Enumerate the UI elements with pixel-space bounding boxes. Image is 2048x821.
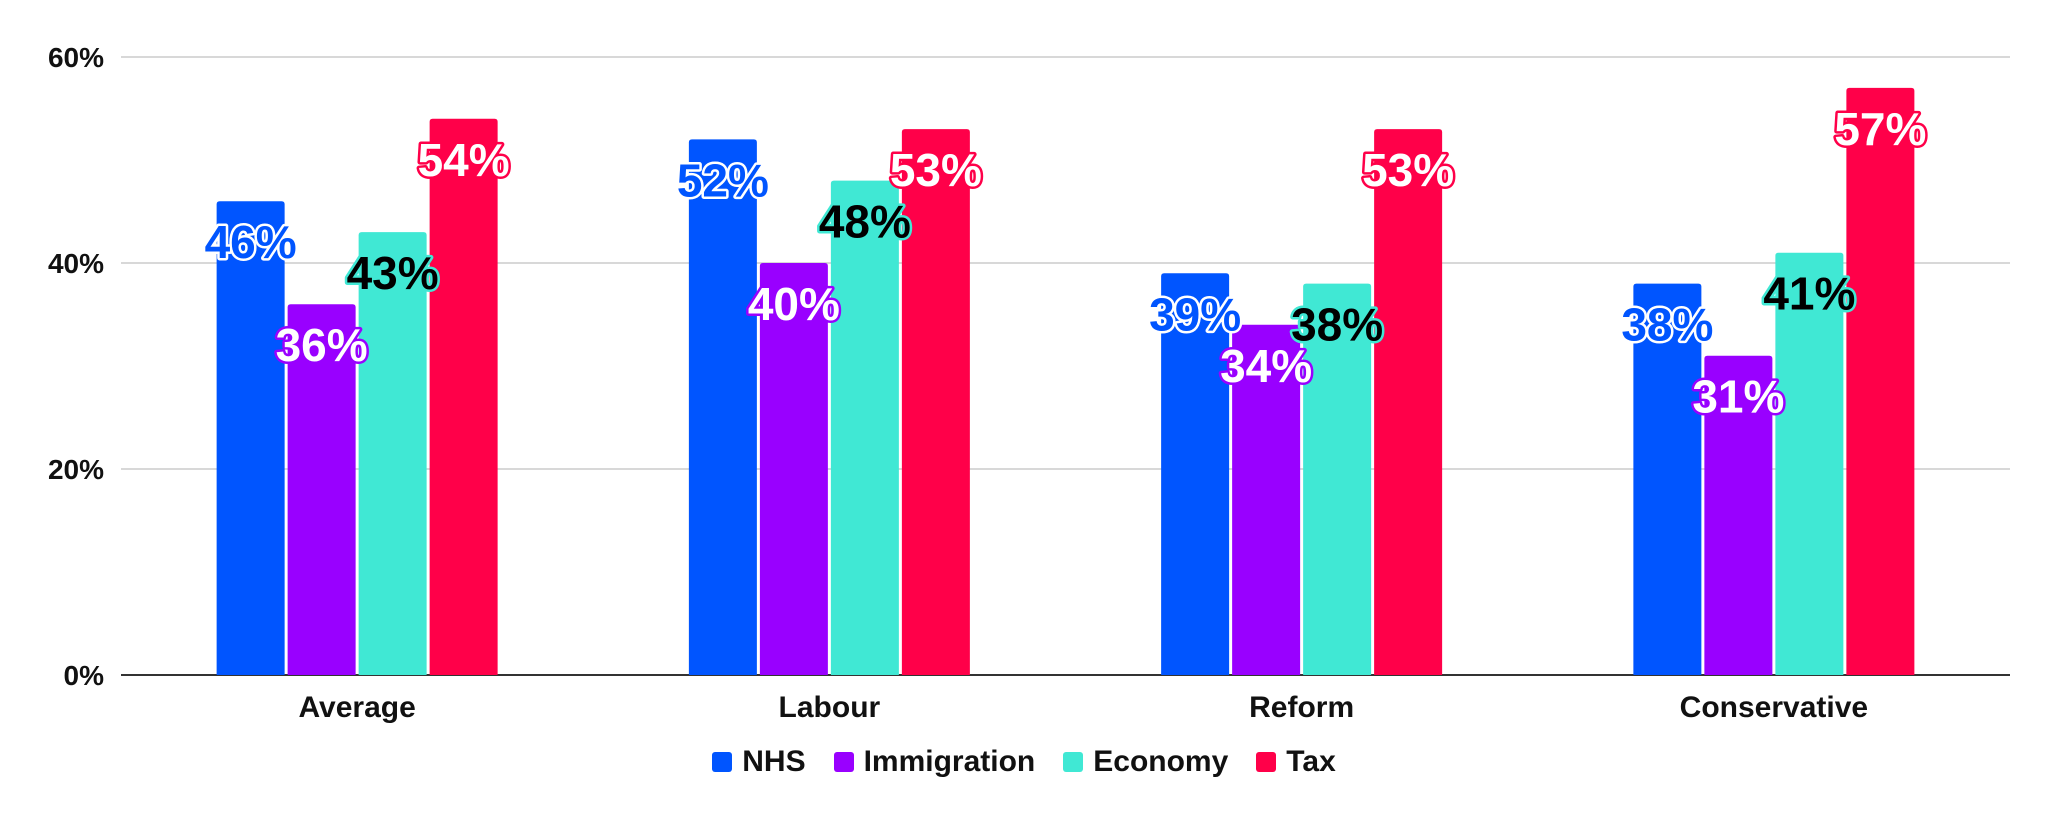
legend-swatch: [833, 752, 854, 772]
bar-tax-conservative: [1846, 87, 1915, 675]
bar-economy-labour: [830, 180, 899, 675]
data-label-immigration-conservative: 31%: [1692, 371, 1784, 423]
data-label-nhs-average: 46%: [205, 216, 297, 268]
data-label-nhs-labour: 52%: [677, 154, 769, 206]
legend-item-immigration: Immigration: [833, 745, 1036, 779]
legend-label: Tax: [1286, 745, 1336, 778]
x-category-label: Average: [298, 691, 415, 724]
y-tick-label: 20%: [48, 454, 104, 485]
legend-item-tax: Tax: [1256, 745, 1336, 779]
bars: [216, 87, 1915, 676]
bar-tax-reform: [1374, 129, 1443, 676]
data-label-tax-reform: 53%: [1362, 144, 1454, 196]
x-category-label: Labour: [779, 691, 881, 724]
bar-tax-labour: [901, 129, 970, 676]
bar-nhs-reform: [1161, 273, 1230, 675]
legend-item-nhs: NHS: [712, 745, 806, 779]
y-axis-ticks: 0% 20% 40% 60%: [48, 42, 104, 691]
bar-immigration-reform: [1232, 324, 1301, 675]
bar-immigration-average: [287, 304, 356, 675]
y-tick-label: 0%: [64, 660, 105, 691]
bar-tax-average: [429, 118, 498, 676]
y-tick-label: 60%: [48, 42, 104, 73]
data-label-economy-conservative: 41%: [1763, 268, 1855, 320]
bar-economy-conservative: [1775, 252, 1844, 675]
legend-swatch: [712, 752, 733, 772]
bar-nhs-average: [216, 201, 285, 675]
bar-economy-average: [358, 232, 427, 675]
data-labels: 46%36%43%54% 52%40%48%53%39%34%38%53%38%3…: [202, 100, 1929, 425]
bar-immigration-conservative: [1704, 355, 1773, 675]
data-label-tax-conservative: 57%: [1834, 103, 1926, 155]
data-label-tax-average: 54%: [418, 134, 510, 186]
data-label-immigration-reform: 34%: [1220, 340, 1312, 392]
data-label-economy-labour: 48%: [819, 196, 911, 248]
bar-economy-reform: [1303, 283, 1372, 675]
bar-immigration-labour: [759, 263, 828, 675]
legend-label: NHS: [742, 745, 806, 778]
bar-nhs-conservative: [1633, 283, 1702, 675]
data-label-economy-reform: 38%: [1291, 299, 1383, 351]
legend-item-economy: Economy: [1063, 745, 1228, 779]
data-label-nhs-reform: 39%: [1149, 288, 1241, 340]
data-label-nhs-conservative: 38%: [1621, 299, 1713, 351]
data-label-immigration-labour: 40%: [748, 278, 840, 330]
legend-label: Immigration: [863, 745, 1036, 778]
y-tick-label: 40%: [48, 248, 104, 279]
legend-swatch: [1063, 752, 1084, 772]
legend-label: Economy: [1093, 745, 1229, 778]
x-category-label: Reform: [1249, 691, 1354, 724]
x-category-label: Conservative: [1680, 691, 1868, 724]
data-label-immigration-average: 36%: [276, 319, 368, 371]
bar-nhs-labour: [688, 139, 757, 675]
data-label-economy-average: 43%: [347, 247, 439, 299]
legend: NHS Immigration Economy Tax: [0, 745, 2048, 779]
data-label-tax-labour: 53%: [890, 144, 982, 196]
legend-swatch: [1256, 752, 1277, 772]
x-axis-categories: Average Labour Reform Conservative: [298, 691, 1868, 724]
